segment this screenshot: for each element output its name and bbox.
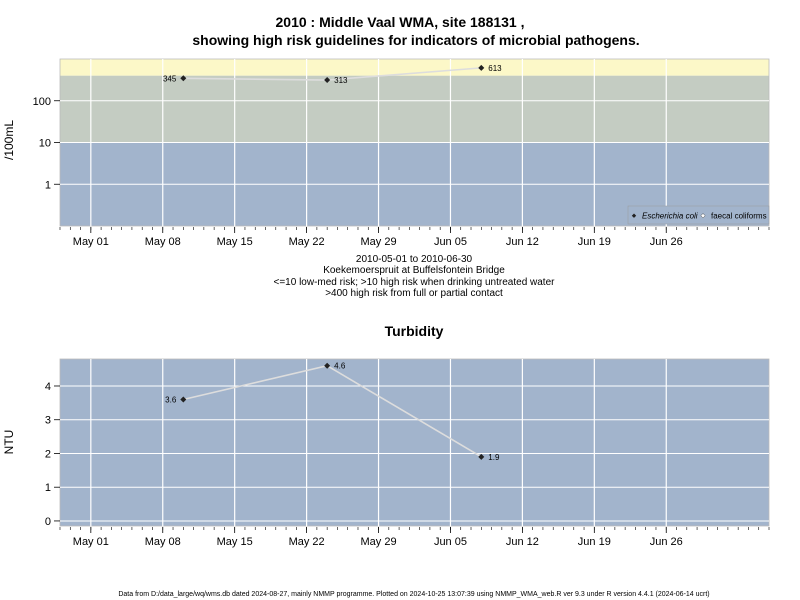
chart1-y-tick-label: 10 <box>39 138 51 150</box>
legend-ecoli-label: Escherichia coli <box>642 212 698 221</box>
chart2-data-point <box>478 453 485 460</box>
chart1-x-tick-label: Jun 12 <box>506 236 539 248</box>
chart1-data-label: 345 <box>163 74 177 83</box>
chart1-series: 345 313 613 <box>163 64 502 85</box>
chart1-x-tick-label: May 15 <box>217 236 253 248</box>
chart1-x-tick-label: Jun 05 <box>434 236 467 248</box>
chart1-y-tick-label: 1 <box>45 179 51 191</box>
chart2-panel-bg <box>59 358 770 527</box>
chart1-x-tick-label: May 22 <box>289 236 325 248</box>
chart2-x-tick-label: Jun 26 <box>650 536 683 548</box>
chart2-x-tick-label: May 15 <box>217 536 253 548</box>
chart2-data-label: 1.9 <box>488 453 500 462</box>
caption-line-2: Koekemoerspruit at Buffelsfontein Bridge <box>323 265 505 276</box>
footer-note: Data from D:/data_large/wq/wms.db dated … <box>118 591 709 598</box>
chart1-title: 2010 : Middle Vaal WMA, site 188131 , <box>276 14 525 30</box>
guideline-band <box>60 59 769 76</box>
caption-line-4: >400 high risk from full or partial cont… <box>325 288 503 299</box>
chart2-x-tick-label: Jun 05 <box>434 536 467 548</box>
chart1-x-axis: May 01 May 08 May 15 May 22 May 29 Jun 05 Jun … <box>59 227 770 248</box>
chart1-x-tick-label: May 29 <box>360 236 396 248</box>
chart2-y-tick-label: 2 <box>45 448 51 460</box>
chart1-ylabel: /100mL <box>2 120 16 160</box>
guideline-band <box>60 75 769 143</box>
chart1-data-point <box>478 64 485 71</box>
chart2-series: 3.6 4.6 1.9 <box>165 362 500 462</box>
chart2-title: Turbidity <box>385 323 444 339</box>
chart1-y-axis: 1 10 100 <box>33 96 60 191</box>
chart1-data-label: 613 <box>488 64 502 73</box>
chart2-x-axis: May 01 May 08 May 15 May 22 May 29 Jun 05 Jun … <box>59 527 770 548</box>
chart1-data-point <box>324 77 331 84</box>
caption-line-1: 2010-05-01 to 2010-06-30 <box>356 254 473 265</box>
chart1-x-tick-label: Jun 26 <box>650 236 683 248</box>
chart1-y-tick-label: 100 <box>33 96 51 108</box>
chart1-x-tick-label: May 01 <box>73 236 109 248</box>
chart2-x-tick-label: May 01 <box>73 536 109 548</box>
chart2-panel <box>59 358 770 527</box>
chart2-y-axis: 0 1 2 3 4 <box>45 381 60 528</box>
chart2-y-tick-label: 4 <box>45 381 51 393</box>
chart2-y-tick-label: 0 <box>45 516 51 528</box>
chart2-y-tick-label: 1 <box>45 482 51 494</box>
chart2-data-label: 3.6 <box>165 395 177 404</box>
chart2-data-point <box>180 396 187 403</box>
chart2-ylabel: NTU <box>2 430 16 455</box>
chart2-data-point <box>324 362 331 369</box>
chart2-x-tick-label: May 08 <box>145 536 181 548</box>
chart1-title-line2: showing high risk guidelines for indicat… <box>192 32 639 48</box>
chart2-x-tick-label: May 22 <box>289 536 325 548</box>
caption-line-3: <=10 low-med risk; >10 high risk when dr… <box>274 277 556 288</box>
chart1-x-tick-label: Jun 19 <box>578 236 611 248</box>
chart2-x-tick-label: May 29 <box>360 536 396 548</box>
chart1-data-label: 313 <box>334 76 348 85</box>
chart2-x-tick-label: Jun 19 <box>578 536 611 548</box>
chart2-x-tick-label: Jun 12 <box>506 536 539 548</box>
chart1-x-tick-label: May 08 <box>145 236 181 248</box>
legend-faecal-marker <box>700 213 706 219</box>
chart1-grid <box>60 59 769 226</box>
chart1-data-point <box>180 75 187 82</box>
chart2-data-label: 4.6 <box>334 362 346 371</box>
chart2-grid <box>60 359 769 526</box>
legend-ecoli-marker <box>631 213 637 218</box>
chart1-legend: Escherichia coli faecal coliforms <box>627 205 770 225</box>
legend-faecal-label: faecal coliforms <box>711 212 767 221</box>
chart2-y-tick-label: 3 <box>45 415 51 427</box>
